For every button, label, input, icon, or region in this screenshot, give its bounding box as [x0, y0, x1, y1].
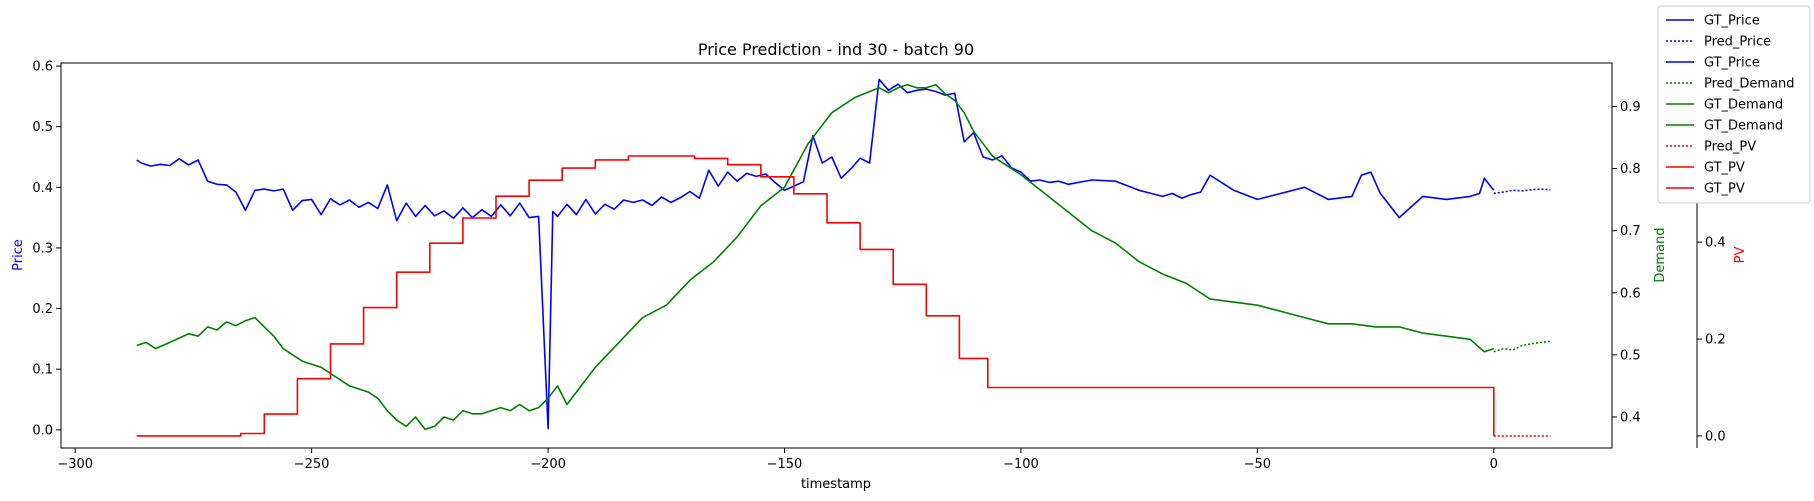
price-tick-label: 0.2	[32, 302, 53, 317]
demand-tick-label: 0.7	[1620, 224, 1641, 239]
legend-label: GT_PV	[1704, 161, 1745, 176]
series-gt-pv	[136, 155, 1495, 437]
x-tick-label: −250	[294, 457, 330, 472]
legend-label: Pred_Price	[1704, 35, 1771, 50]
price-tick-label: 0.5	[32, 120, 53, 135]
pv-tick-label: 0.4	[1705, 236, 1726, 251]
demand-tick-label: 0.8	[1620, 162, 1641, 177]
price-tick-label: 0.4	[32, 181, 53, 196]
price-tick-label: 0.0	[32, 423, 53, 438]
series-gt-demand	[136, 83, 1495, 431]
legend-label: GT_Price	[1704, 14, 1760, 29]
legend-label: GT_Demand	[1704, 119, 1783, 134]
legend-box	[1657, 5, 1811, 204]
legend-label: Pred_Demand	[1704, 77, 1795, 92]
price-tick-label: 0.3	[32, 241, 53, 256]
axis-layer: −300 −250 −200 −150 −100 −50 0 0.0 0.1 0.2 0.3 0.4 0…	[32, 60, 1725, 472]
x-tick-label: 0	[1490, 457, 1498, 472]
legend: GT_Price Pred_Price GT_Price Pred_Demand GT_…	[1657, 5, 1811, 204]
demand-tick-label: 0.6	[1620, 286, 1641, 301]
plot-area	[60, 62, 1613, 449]
legend-label: Pred_PV	[1704, 140, 1756, 155]
x-tick-label: −150	[767, 457, 803, 472]
series-layer	[136, 78, 1551, 437]
legend-label: GT_Demand	[1704, 98, 1783, 113]
series-pred-demand	[1493, 340, 1551, 353]
pv-axis-label: PV	[1733, 247, 1748, 264]
price-axis-label: Price	[11, 239, 26, 271]
legend-label: GT_PV	[1704, 182, 1745, 197]
demand-tick-label: 0.5	[1620, 348, 1641, 363]
price-tick-label: 0.1	[32, 363, 53, 378]
demand-tick-label: 0.4	[1620, 410, 1641, 425]
pv-tick-label: 0.0	[1705, 429, 1726, 444]
x-tick-label: −300	[57, 457, 93, 472]
legend-label: GT_Price	[1704, 56, 1760, 71]
plot-frame	[60, 62, 1613, 449]
x-tick-label: −100	[1003, 457, 1039, 472]
series-pred-price	[1493, 188, 1551, 195]
price-tick-label: 0.6	[32, 60, 53, 75]
demand-tick-label: 0.9	[1620, 100, 1641, 115]
demand-axis-label: Demand	[1653, 227, 1668, 282]
series-gt-price	[136, 78, 1495, 430]
x-tick-label: −200	[530, 457, 566, 472]
x-tick-label: −50	[1244, 457, 1271, 472]
chart-title: Price Prediction - ind 30 - batch 90	[698, 40, 974, 59]
pv-tick-label: 0.2	[1705, 333, 1726, 348]
x-axis-label: timestamp	[801, 477, 871, 492]
